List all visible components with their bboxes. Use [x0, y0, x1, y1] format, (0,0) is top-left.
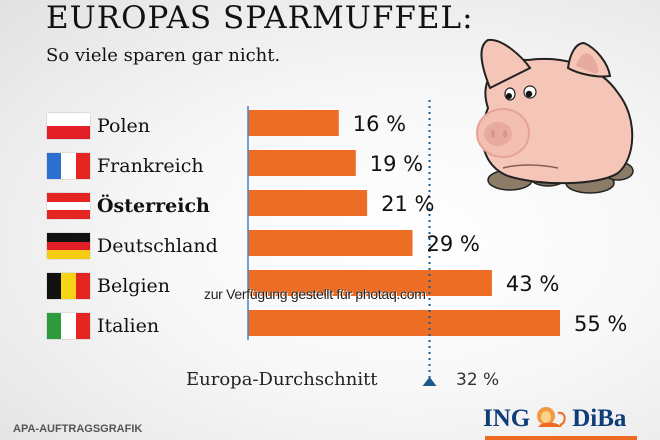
average-label: Europa-Durchschnitt	[186, 369, 378, 390]
bar-belgien	[248, 270, 492, 296]
lion-icon	[537, 407, 566, 427]
data-label-polen: 16 %	[353, 112, 406, 136]
piggy-bank-pig-illustration	[476, 38, 634, 194]
logo-underline	[485, 436, 637, 440]
data-label-osterreich: 21 %	[381, 192, 434, 216]
ing-diba-logo: ING DiBa	[483, 405, 626, 433]
bar-osterreich	[248, 190, 368, 216]
data-label-frankreich: 19 %	[370, 152, 423, 176]
poland-flag	[47, 113, 90, 139]
belgium-flag	[47, 273, 90, 299]
category-label-deutschland: Deutschland	[97, 235, 218, 257]
average-marker-triangle	[422, 377, 437, 386]
category-label-oesterreich: Österreich	[97, 195, 210, 217]
category-label-italien: Italien	[97, 315, 160, 337]
france-flag	[47, 153, 90, 179]
data-label-deutschland: 29 %	[427, 232, 480, 256]
source-credit: APA-AUFTRAGSGRAFIK	[13, 423, 143, 435]
chart-subtitle: So viele sparen gar nicht.	[46, 45, 281, 66]
category-label-belgien: Belgien	[97, 275, 171, 297]
category-label-polen: Polen	[97, 115, 151, 137]
category-label-frankreich: Frankreich	[97, 155, 204, 177]
data-label-italien: 55 %	[574, 312, 627, 336]
logo-text-diba: DiBa	[572, 405, 627, 432]
austria-flag	[47, 193, 90, 219]
bar-frankreich	[248, 150, 356, 176]
bar-italien	[248, 310, 560, 336]
average-value: 32 %	[456, 370, 500, 390]
watermark-text: zur Verfügung gestellt für photaq.com	[204, 286, 426, 302]
germany-flag	[47, 233, 90, 259]
logo-text-ing: ING	[483, 405, 531, 432]
data-label-belgien: 43 %	[506, 272, 559, 296]
bar-polen	[248, 110, 339, 136]
chart-title: EUROPAS SPARMUFFEL:	[46, 0, 474, 36]
italy-flag	[47, 313, 90, 339]
bar-deutschland	[248, 230, 413, 256]
